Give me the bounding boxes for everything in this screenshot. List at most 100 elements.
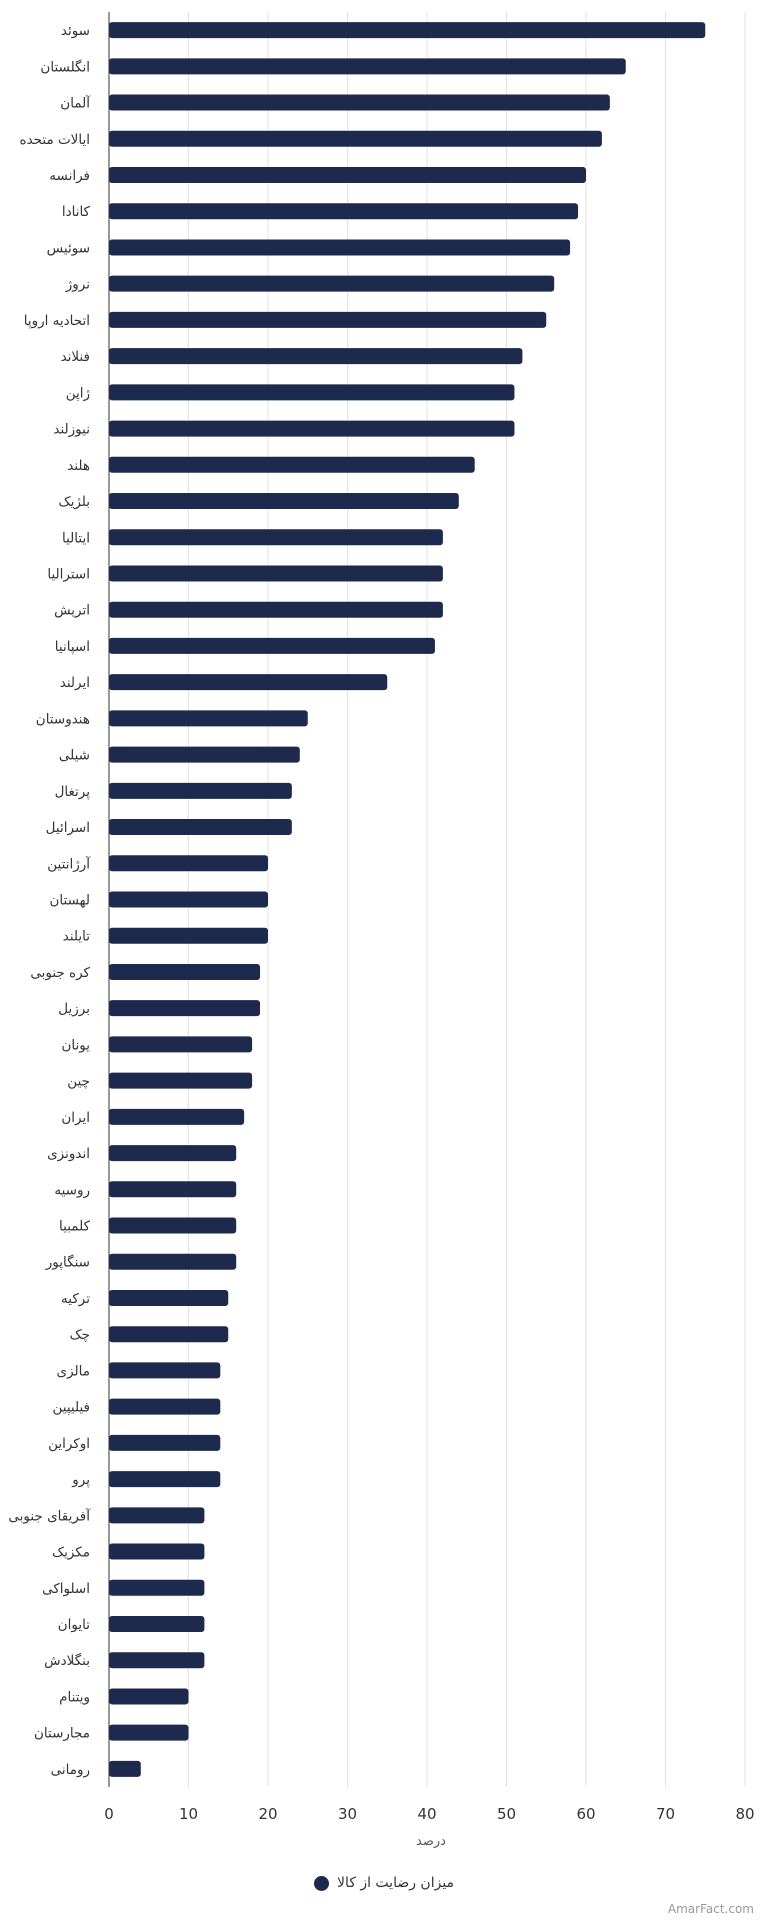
- bar[interactable]: [109, 1326, 229, 1343]
- category-label: هندوستان: [36, 711, 90, 727]
- category-label: مکزیک: [52, 1545, 90, 1561]
- x-axis-tick-labels: 0 10 20 30 40 50 60 70 80: [104, 1805, 754, 1823]
- category-label: اسلواکی: [42, 1581, 90, 1597]
- bar[interactable]: [109, 1471, 221, 1488]
- bar[interactable]: [109, 1362, 221, 1379]
- bar[interactable]: [109, 927, 268, 944]
- bar[interactable]: [109, 601, 443, 618]
- bar[interactable]: [109, 167, 586, 184]
- bar[interactable]: [109, 782, 292, 799]
- category-label: شیلی: [59, 748, 90, 764]
- legend[interactable]: میزان رضایت از کالا: [0, 1872, 768, 1894]
- category-label: هلند: [67, 458, 90, 474]
- bar[interactable]: [109, 710, 308, 727]
- category-label: رومانی: [51, 1762, 90, 1778]
- category-label: بلژیک: [58, 494, 90, 510]
- category-label: مجارستان: [34, 1726, 90, 1742]
- bar[interactable]: [109, 963, 261, 980]
- legend-label: میزان رضایت از کالا: [336, 1875, 455, 1891]
- category-label: مالزی: [57, 1363, 90, 1379]
- bar[interactable]: [109, 94, 610, 111]
- bar[interactable]: [109, 1217, 237, 1234]
- bar[interactable]: [109, 130, 602, 147]
- x-tick-label: 60: [576, 1805, 595, 1823]
- bar[interactable]: [109, 58, 626, 75]
- bar[interactable]: [109, 529, 443, 546]
- bar[interactable]: [109, 384, 515, 401]
- bar[interactable]: [109, 1507, 205, 1524]
- category-label: اندونزی: [47, 1146, 90, 1162]
- category-label: اتریش: [54, 603, 90, 619]
- bar[interactable]: [109, 275, 555, 292]
- category-label: اتحادیه اروپا: [24, 313, 90, 329]
- bar[interactable]: [109, 1434, 221, 1451]
- x-axis-title: درصد: [416, 1834, 446, 1849]
- category-label: استرالیا: [47, 566, 90, 582]
- bar[interactable]: [109, 1760, 141, 1777]
- category-label: چین: [67, 1074, 90, 1090]
- bar[interactable]: [109, 22, 706, 39]
- category-label: تایلند: [63, 929, 90, 945]
- bar[interactable]: [109, 493, 459, 510]
- bar[interactable]: [109, 311, 547, 328]
- x-tick-label: 80: [735, 1805, 754, 1823]
- x-tick-label: 20: [258, 1805, 277, 1823]
- bar[interactable]: [109, 1543, 205, 1560]
- category-label: لهستان: [50, 893, 90, 909]
- category-label: ایالات متحده: [20, 132, 91, 148]
- bar[interactable]: [109, 1072, 253, 1089]
- category-label: ایران: [61, 1110, 90, 1126]
- bar[interactable]: [109, 855, 268, 872]
- category-label: ژاپن: [66, 385, 90, 401]
- bar[interactable]: [109, 1036, 253, 1053]
- bar[interactable]: [109, 203, 579, 220]
- bar[interactable]: [109, 1145, 237, 1162]
- bar[interactable]: [109, 1253, 237, 1270]
- category-label: تایوان: [58, 1617, 91, 1633]
- bar[interactable]: [109, 1615, 205, 1632]
- category-label: ایرلند: [60, 675, 90, 691]
- category-label: پرو: [71, 1472, 90, 1488]
- x-tick-label: 70: [656, 1805, 675, 1823]
- category-label: پرتغال: [55, 784, 91, 800]
- bar[interactable]: [109, 1652, 205, 1669]
- x-tick-label: 10: [179, 1805, 198, 1823]
- category-label: نروژ: [65, 277, 90, 293]
- x-tick-label: 40: [417, 1805, 436, 1823]
- bar[interactable]: [109, 1289, 229, 1306]
- category-label: فرانسه: [49, 168, 90, 184]
- category-labels: سوئد انگلستان آلمان ایالات متحده فرانسه کاناد…: [8, 23, 91, 1778]
- bar[interactable]: [109, 637, 435, 654]
- category-label: کلمبیا: [59, 1219, 91, 1235]
- category-label: فیلیپین: [53, 1400, 91, 1416]
- bar[interactable]: [109, 565, 443, 582]
- category-label: کره جنوبی: [30, 965, 90, 981]
- bar[interactable]: [109, 746, 300, 763]
- category-label: یونان: [61, 1037, 90, 1053]
- category-label: ویتنام: [59, 1689, 90, 1705]
- bar[interactable]: [109, 1398, 221, 1415]
- bars: [109, 22, 706, 1777]
- bar[interactable]: [109, 1579, 205, 1596]
- category-label: برزیل: [58, 1001, 90, 1017]
- bar[interactable]: [109, 420, 515, 437]
- bar[interactable]: [109, 348, 523, 365]
- bar[interactable]: [109, 1000, 261, 1017]
- bar[interactable]: [109, 674, 388, 691]
- bar[interactable]: [109, 1108, 245, 1125]
- category-label: آفریقای جنوبی: [8, 1507, 91, 1524]
- category-label: آلمان: [60, 95, 91, 112]
- category-label: اوکراین: [48, 1436, 90, 1452]
- category-label: سوئد: [61, 23, 90, 39]
- category-label: روسیه: [54, 1182, 90, 1198]
- bar[interactable]: [109, 819, 292, 836]
- x-tick-label: 0: [104, 1805, 114, 1823]
- bar[interactable]: [109, 1181, 237, 1198]
- bar[interactable]: [109, 891, 268, 908]
- bar[interactable]: [109, 456, 475, 473]
- bar[interactable]: [109, 1724, 189, 1741]
- category-label: سوئیس: [47, 240, 90, 256]
- bar[interactable]: [109, 1688, 189, 1705]
- bar[interactable]: [109, 239, 571, 256]
